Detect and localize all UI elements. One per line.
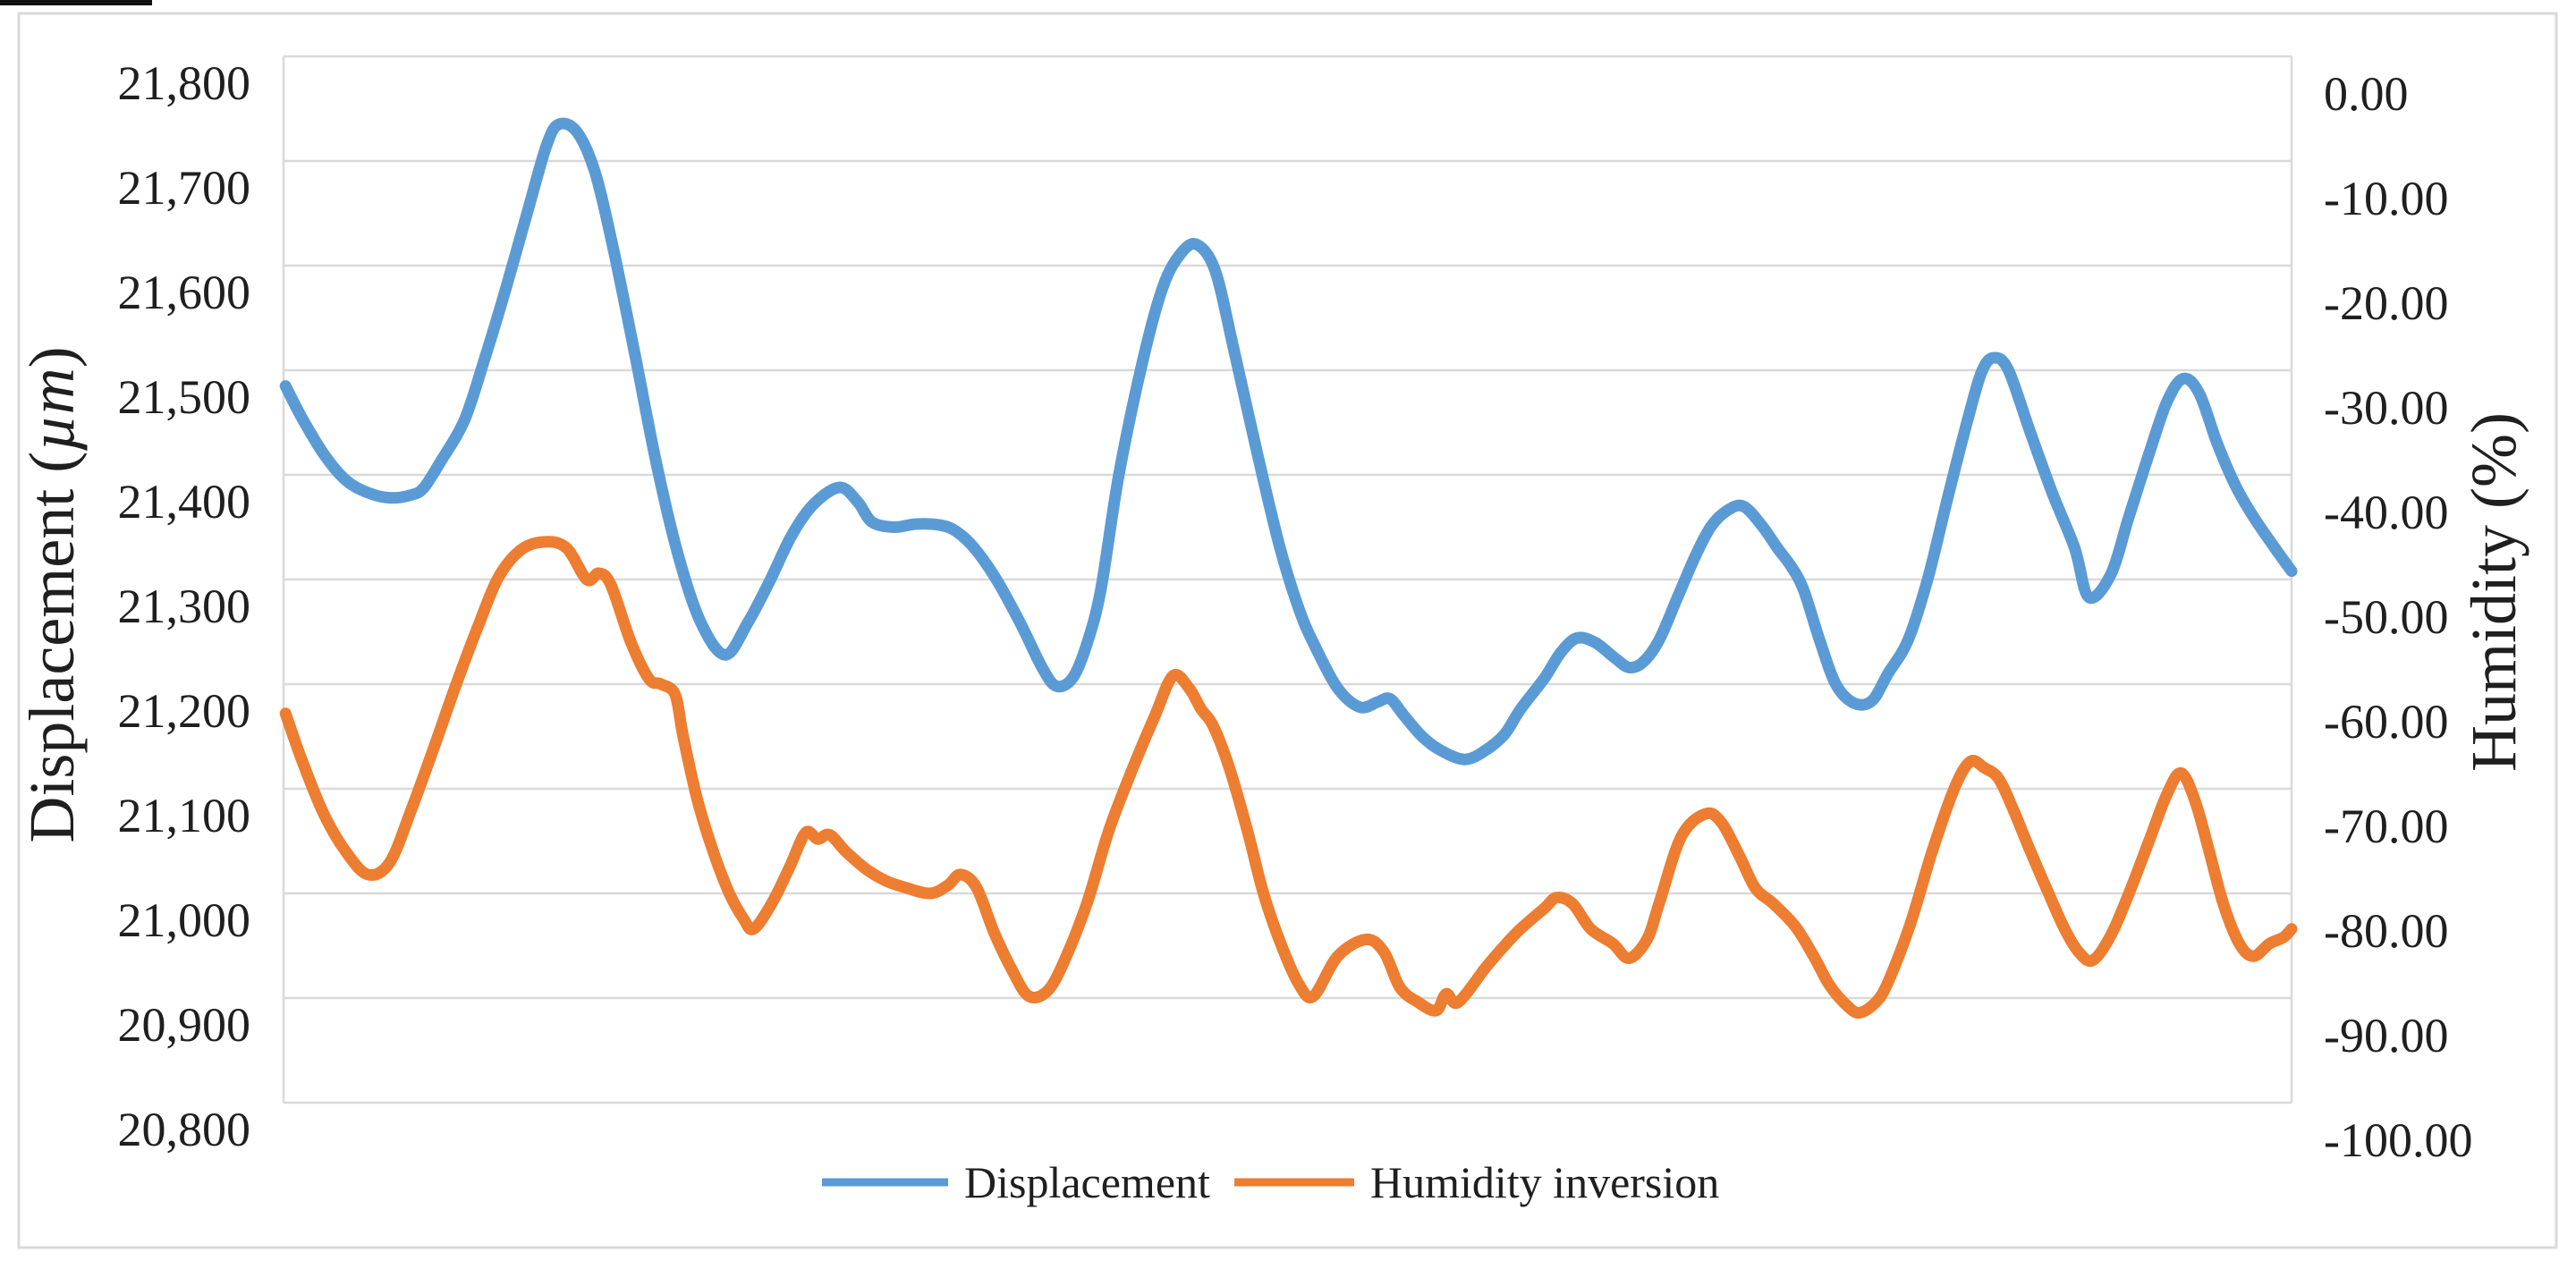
- left-axis-title: Displacement (µm): [16, 346, 88, 842]
- right-axis-tick-label: -30.00: [2324, 381, 2448, 435]
- left-axis-tick-label: 21,300: [118, 580, 251, 633]
- screenshot-crop-artifact: [0, 0, 152, 5]
- left-axis-tick-labels: 21,800 21,700 21,600 21,500 21,400 21,300 21,2…: [118, 56, 251, 1156]
- left-axis-tick-label: 20,800: [118, 1103, 251, 1156]
- right-axis-tick-labels: 0.00 -10.00 -20.00 -30.00 -40.00 -50.00 -60.00…: [2324, 67, 2472, 1167]
- left-axis-tick-label: 21,200: [118, 684, 251, 738]
- left-axis-tick-label: 21,600: [118, 266, 251, 319]
- series-line-humidity-inversion: [279, 536, 2298, 1019]
- right-axis-tick-label: 0.00: [2324, 67, 2409, 121]
- right-axis-tick-label: -20.00: [2324, 276, 2448, 330]
- left-axis-tick-label: 21,000: [118, 893, 251, 947]
- right-axis-tick-label: -60.00: [2324, 695, 2448, 749]
- right-axis-tick-label: -10.00: [2324, 172, 2448, 225]
- legend-label-displacement: Displacement: [964, 1157, 1210, 1207]
- right-axis-tick-label: -80.00: [2324, 904, 2448, 958]
- left-axis-tick-label: 21,800: [118, 56, 251, 110]
- left-axis-tick-label: 21,500: [118, 370, 251, 424]
- legend: Displacement Humidity inversion: [822, 1157, 1719, 1207]
- chart-border: [17, 12, 2558, 1249]
- left-axis-tick-label: 21,700: [118, 161, 251, 215]
- left-axis-tick-label: 21,100: [118, 789, 251, 842]
- left-axis-tick-label: 20,900: [118, 998, 251, 1052]
- right-axis-tick-label: -70.00: [2324, 799, 2448, 853]
- gridlines: [282, 55, 2293, 1104]
- right-axis-tick-label: -90.00: [2324, 1009, 2448, 1062]
- right-axis-tick-label: -100.00: [2324, 1113, 2472, 1167]
- series-lines: [279, 117, 2298, 1019]
- legend-label-humidity-inversion: Humidity inversion: [1370, 1157, 1719, 1207]
- right-axis-tick-label: -40.00: [2324, 486, 2448, 539]
- right-axis-tick-label: -50.00: [2324, 590, 2448, 644]
- series-line-displacement: [279, 117, 2298, 766]
- left-axis-tick-label: 21,400: [118, 475, 251, 529]
- right-axis-title: Humidity (%): [2458, 412, 2529, 772]
